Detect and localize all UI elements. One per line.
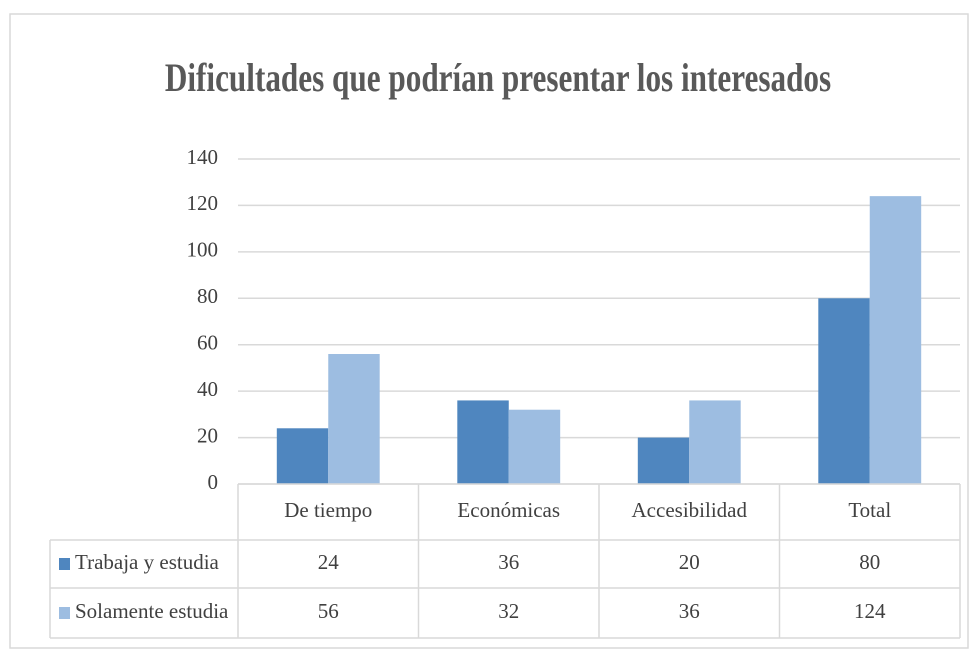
bar bbox=[276, 428, 329, 484]
legend-label: Solamente estudia bbox=[75, 599, 229, 623]
legend-label: Trabaja y estudia bbox=[75, 550, 220, 574]
table-value: 36 bbox=[679, 599, 700, 623]
bar bbox=[689, 400, 741, 484]
y-tick-label: 100 bbox=[187, 238, 219, 262]
table-value: 124 bbox=[854, 599, 886, 623]
bar bbox=[508, 409, 561, 484]
bar bbox=[637, 437, 690, 484]
table-value: 56 bbox=[318, 599, 339, 623]
y-tick-label: 120 bbox=[187, 191, 219, 215]
y-tick-label: 80 bbox=[197, 284, 218, 308]
x-tick-label: De tiempo bbox=[284, 498, 372, 522]
legend-swatch bbox=[59, 558, 70, 570]
y-tick-label: 140 bbox=[187, 145, 219, 169]
x-tick-label: Económicas bbox=[457, 498, 560, 522]
table-value: 20 bbox=[679, 550, 700, 574]
chart-border bbox=[9, 13, 969, 649]
y-tick-label: 60 bbox=[197, 331, 218, 355]
bar bbox=[328, 354, 380, 484]
x-tick-label: Accesibilidad bbox=[632, 498, 748, 522]
x-tick-label: Total bbox=[848, 498, 891, 522]
table-value: 80 bbox=[859, 550, 880, 574]
chart-title: Dificultades que podrían presentar los i… bbox=[165, 55, 831, 100]
bar bbox=[457, 400, 509, 484]
y-tick-label: 20 bbox=[197, 423, 218, 447]
legend-swatch bbox=[59, 607, 70, 619]
bar bbox=[869, 196, 922, 484]
table-value: 36 bbox=[498, 550, 519, 574]
y-tick-label: 0 bbox=[208, 470, 219, 494]
table-value: 32 bbox=[498, 599, 519, 623]
y-tick-label: 40 bbox=[197, 377, 218, 401]
bar bbox=[818, 298, 870, 484]
title-group: Dificultades que podrían presentar los i… bbox=[165, 55, 831, 100]
table-value: 24 bbox=[318, 550, 340, 574]
